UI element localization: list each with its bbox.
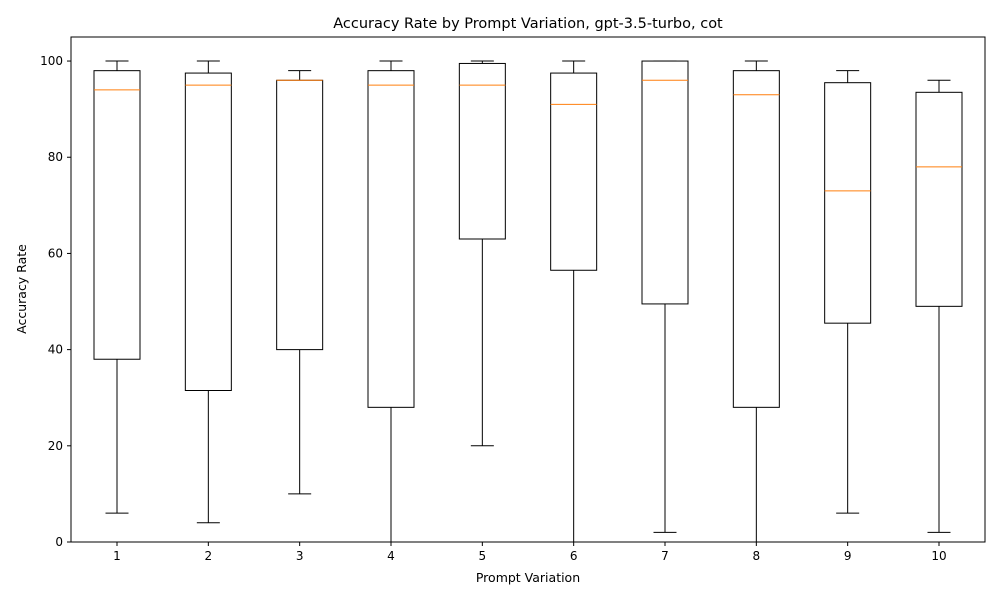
box-group-5 (458, 60, 506, 447)
box-group-3 (276, 70, 324, 495)
box (276, 79, 324, 351)
y-tick-label: 0 (55, 535, 63, 549)
box (824, 82, 872, 324)
x-tick-label: 10 (931, 549, 946, 563)
box-group-6 (550, 60, 598, 543)
box-group-7 (641, 60, 689, 533)
box-group-9 (824, 70, 872, 514)
box (915, 91, 963, 307)
box-group-10 (915, 79, 963, 533)
x-tick-label: 4 (387, 549, 395, 563)
box (458, 62, 506, 240)
x-tick-label: 1 (113, 549, 121, 563)
box (732, 70, 780, 408)
x-tick-label: 2 (205, 549, 213, 563)
box (93, 70, 141, 360)
box (184, 72, 232, 391)
box (641, 60, 689, 305)
box-group-2 (184, 60, 232, 524)
box (550, 72, 598, 271)
box-group-4 (367, 60, 415, 543)
x-tick-label: 5 (479, 549, 487, 563)
y-tick-label: 100 (40, 54, 63, 68)
y-tick-label: 80 (48, 150, 63, 164)
y-tick-label: 40 (48, 343, 63, 357)
y-axis: 0 20 40 60 80 100 (40, 54, 71, 549)
y-tick-label: 20 (48, 439, 63, 453)
x-tick-label: 6 (570, 549, 578, 563)
x-tick-label: 8 (753, 549, 761, 563)
box-group-8 (732, 60, 780, 543)
plot-area (93, 60, 963, 543)
chart-title: Accuracy Rate by Prompt Variation, gpt-3… (333, 16, 723, 32)
axes-frame (70, 36, 986, 543)
x-tick-label: 9 (844, 549, 852, 563)
x-tick-label: 3 (296, 549, 304, 563)
box-group-1 (93, 60, 141, 514)
y-tick-label: 60 (48, 246, 63, 260)
x-axis-label: Prompt Variation (476, 570, 580, 585)
x-axis: 1 2 3 4 5 6 7 8 9 10 (113, 542, 947, 563)
box (367, 70, 415, 408)
y-axis-label: Accuracy Rate (14, 244, 29, 334)
x-tick-label: 7 (661, 549, 669, 563)
